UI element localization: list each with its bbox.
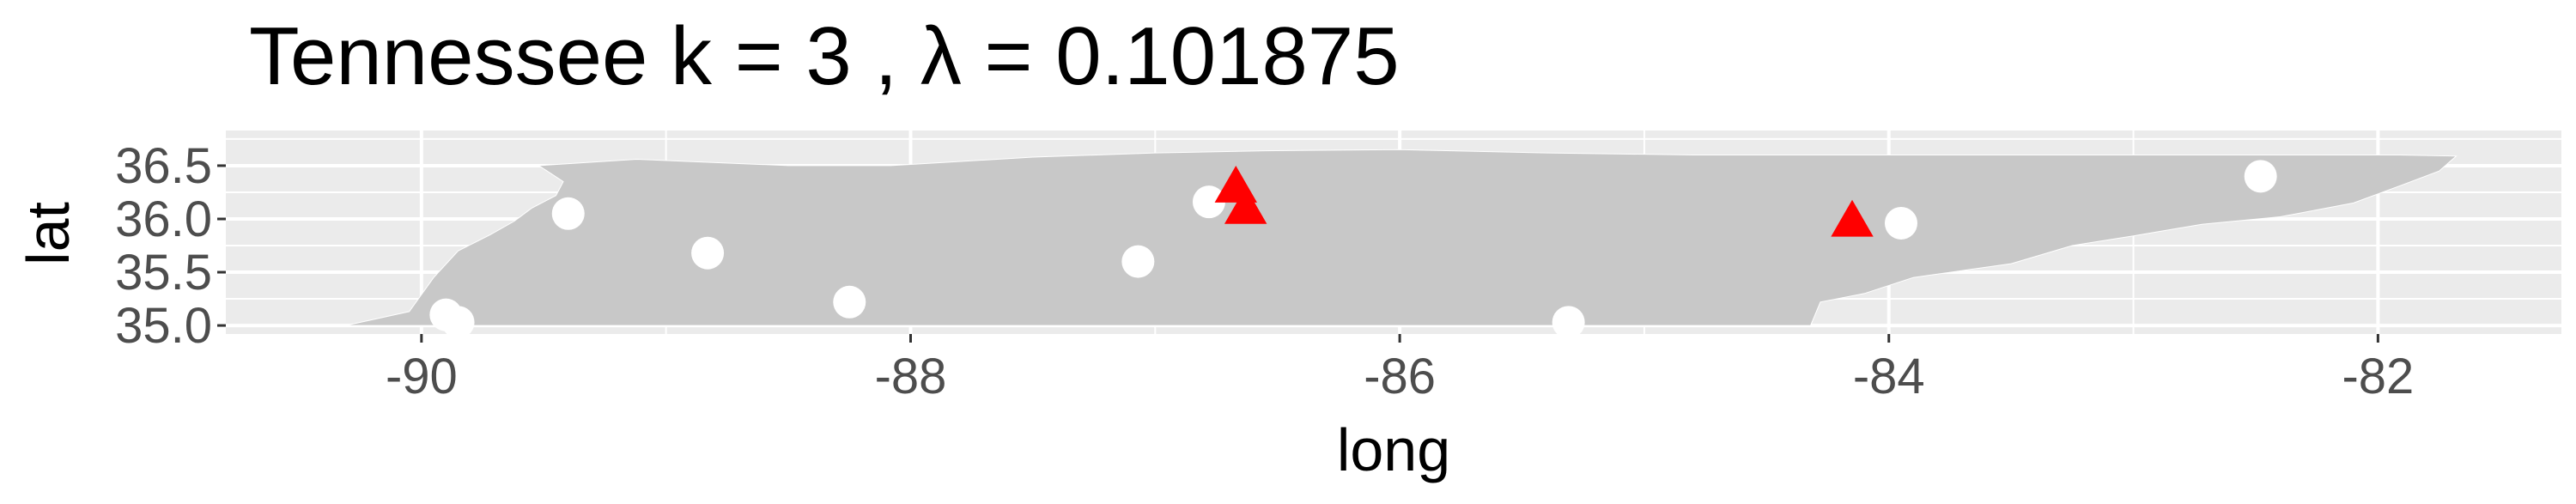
point-circle bbox=[2244, 160, 2277, 193]
y-tick-label: 36.5 bbox=[115, 138, 212, 194]
x-tick-label: -84 bbox=[1853, 349, 1925, 404]
x-tick-label: -90 bbox=[386, 349, 458, 404]
data-points bbox=[429, 160, 2277, 339]
state-region bbox=[345, 149, 2458, 326]
point-triangle bbox=[1831, 199, 1874, 237]
y-axis-ticks: 35.035.536.036.5 bbox=[115, 138, 226, 354]
y-axis-title: lat bbox=[15, 202, 82, 265]
point-circle bbox=[1121, 245, 1155, 278]
point-circle bbox=[833, 285, 866, 319]
x-axis-title: long bbox=[1337, 416, 1450, 483]
y-tick-label: 35.0 bbox=[115, 298, 212, 354]
point-circle bbox=[691, 236, 725, 270]
x-tick-label: -86 bbox=[1364, 349, 1436, 404]
x-tick-label: -88 bbox=[875, 349, 947, 404]
point-circle bbox=[1884, 206, 1917, 240]
y-tick-label: 35.5 bbox=[115, 245, 212, 301]
plot-title: Tennessee k = 3 , λ = 0.101875 bbox=[249, 10, 1400, 102]
point-circle bbox=[1192, 185, 1225, 219]
point-circle bbox=[1552, 306, 1585, 339]
point-circle bbox=[551, 197, 585, 230]
x-tick-label: -82 bbox=[2342, 349, 2414, 404]
x-axis-ticks: -90 -88 -86 -84 -82 bbox=[386, 334, 2414, 404]
point-circle bbox=[441, 306, 475, 339]
y-tick-label: 36.0 bbox=[115, 191, 212, 247]
point-triangle bbox=[1224, 186, 1267, 224]
